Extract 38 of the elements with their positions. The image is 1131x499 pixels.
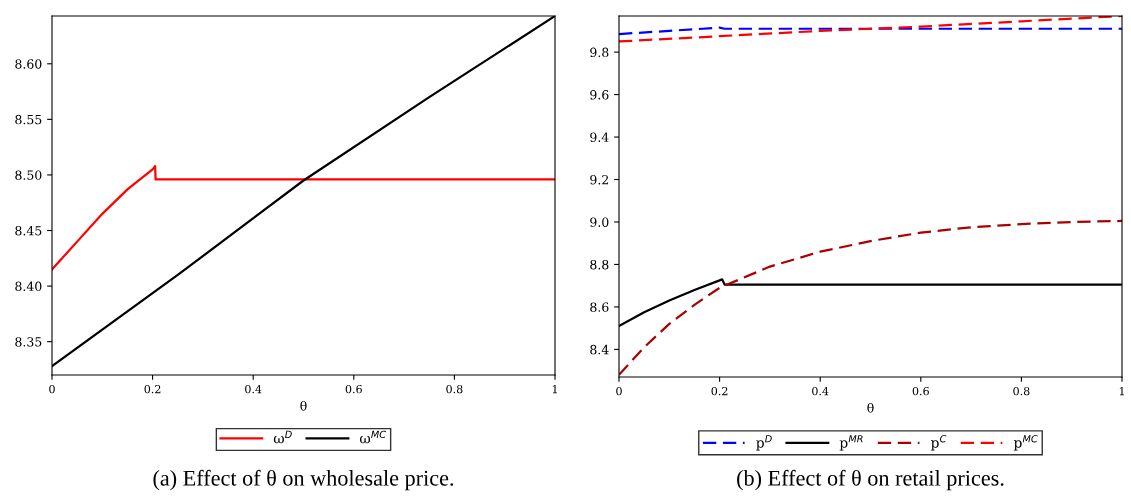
text: (b) Effect of θ on retail prices. bbox=[737, 469, 1004, 491]
y-tick-label: 9.2 bbox=[590, 174, 609, 185]
legend-label: p$^{C}$ bbox=[930, 435, 947, 451]
y-tick-label: 9.8 bbox=[590, 47, 609, 58]
x-tick-label: 0.4 bbox=[245, 384, 262, 394]
x-tick-label: 0.2 bbox=[144, 384, 161, 394]
x-tick-label: 0.2 bbox=[711, 386, 728, 396]
y-tick-label: 9.6 bbox=[590, 90, 609, 100]
y-tick-label: 9.0 bbox=[590, 217, 609, 227]
x-tick-label: 1 bbox=[552, 384, 557, 394]
line-series bbox=[52, 164, 555, 271]
legend-label: p$^{MC}$ bbox=[1013, 435, 1038, 451]
x-tick-label: 0.8 bbox=[1013, 386, 1030, 396]
x-axis-title: θ bbox=[300, 400, 307, 411]
y-tick-label: 8.45 bbox=[15, 225, 42, 236]
x-tick-label: 0.4 bbox=[812, 386, 829, 396]
y-tick-label: 9.4 bbox=[590, 132, 609, 142]
y-tick-label: 8.60 bbox=[15, 59, 42, 69]
y-tick-label: 8.35 bbox=[15, 337, 42, 347]
legend-label: p$^{D}$ bbox=[756, 435, 772, 451]
y-tick-label: 8.4 bbox=[590, 344, 609, 355]
y-tick-label: 8.55 bbox=[15, 114, 42, 125]
x-tick-label: 0.6 bbox=[912, 386, 929, 396]
y-tick-label: 8.8 bbox=[590, 259, 609, 270]
y-tick-label: 8.50 bbox=[15, 170, 42, 180]
legend-label: ω$^{D}$ bbox=[273, 430, 292, 444]
x-tick-label: 0.6 bbox=[345, 384, 362, 394]
text: (a) Effect of θ on wholesale price. bbox=[153, 469, 454, 491]
x-tick-label: 0 bbox=[616, 386, 622, 396]
legend-label: p$^{MR}$ bbox=[839, 435, 863, 451]
x-tick-label: 1 bbox=[1119, 386, 1124, 396]
y-tick-label: 8.40 bbox=[15, 281, 42, 292]
x-tick-label: 0.8 bbox=[446, 384, 463, 394]
y-tick-label: 8.6 bbox=[590, 302, 609, 312]
x-tick-label: 0 bbox=[49, 384, 55, 394]
line-series bbox=[619, 26, 1122, 36]
x-axis-title: θ bbox=[867, 402, 874, 413]
legend-label: ω$^{MC}$ bbox=[360, 430, 386, 444]
